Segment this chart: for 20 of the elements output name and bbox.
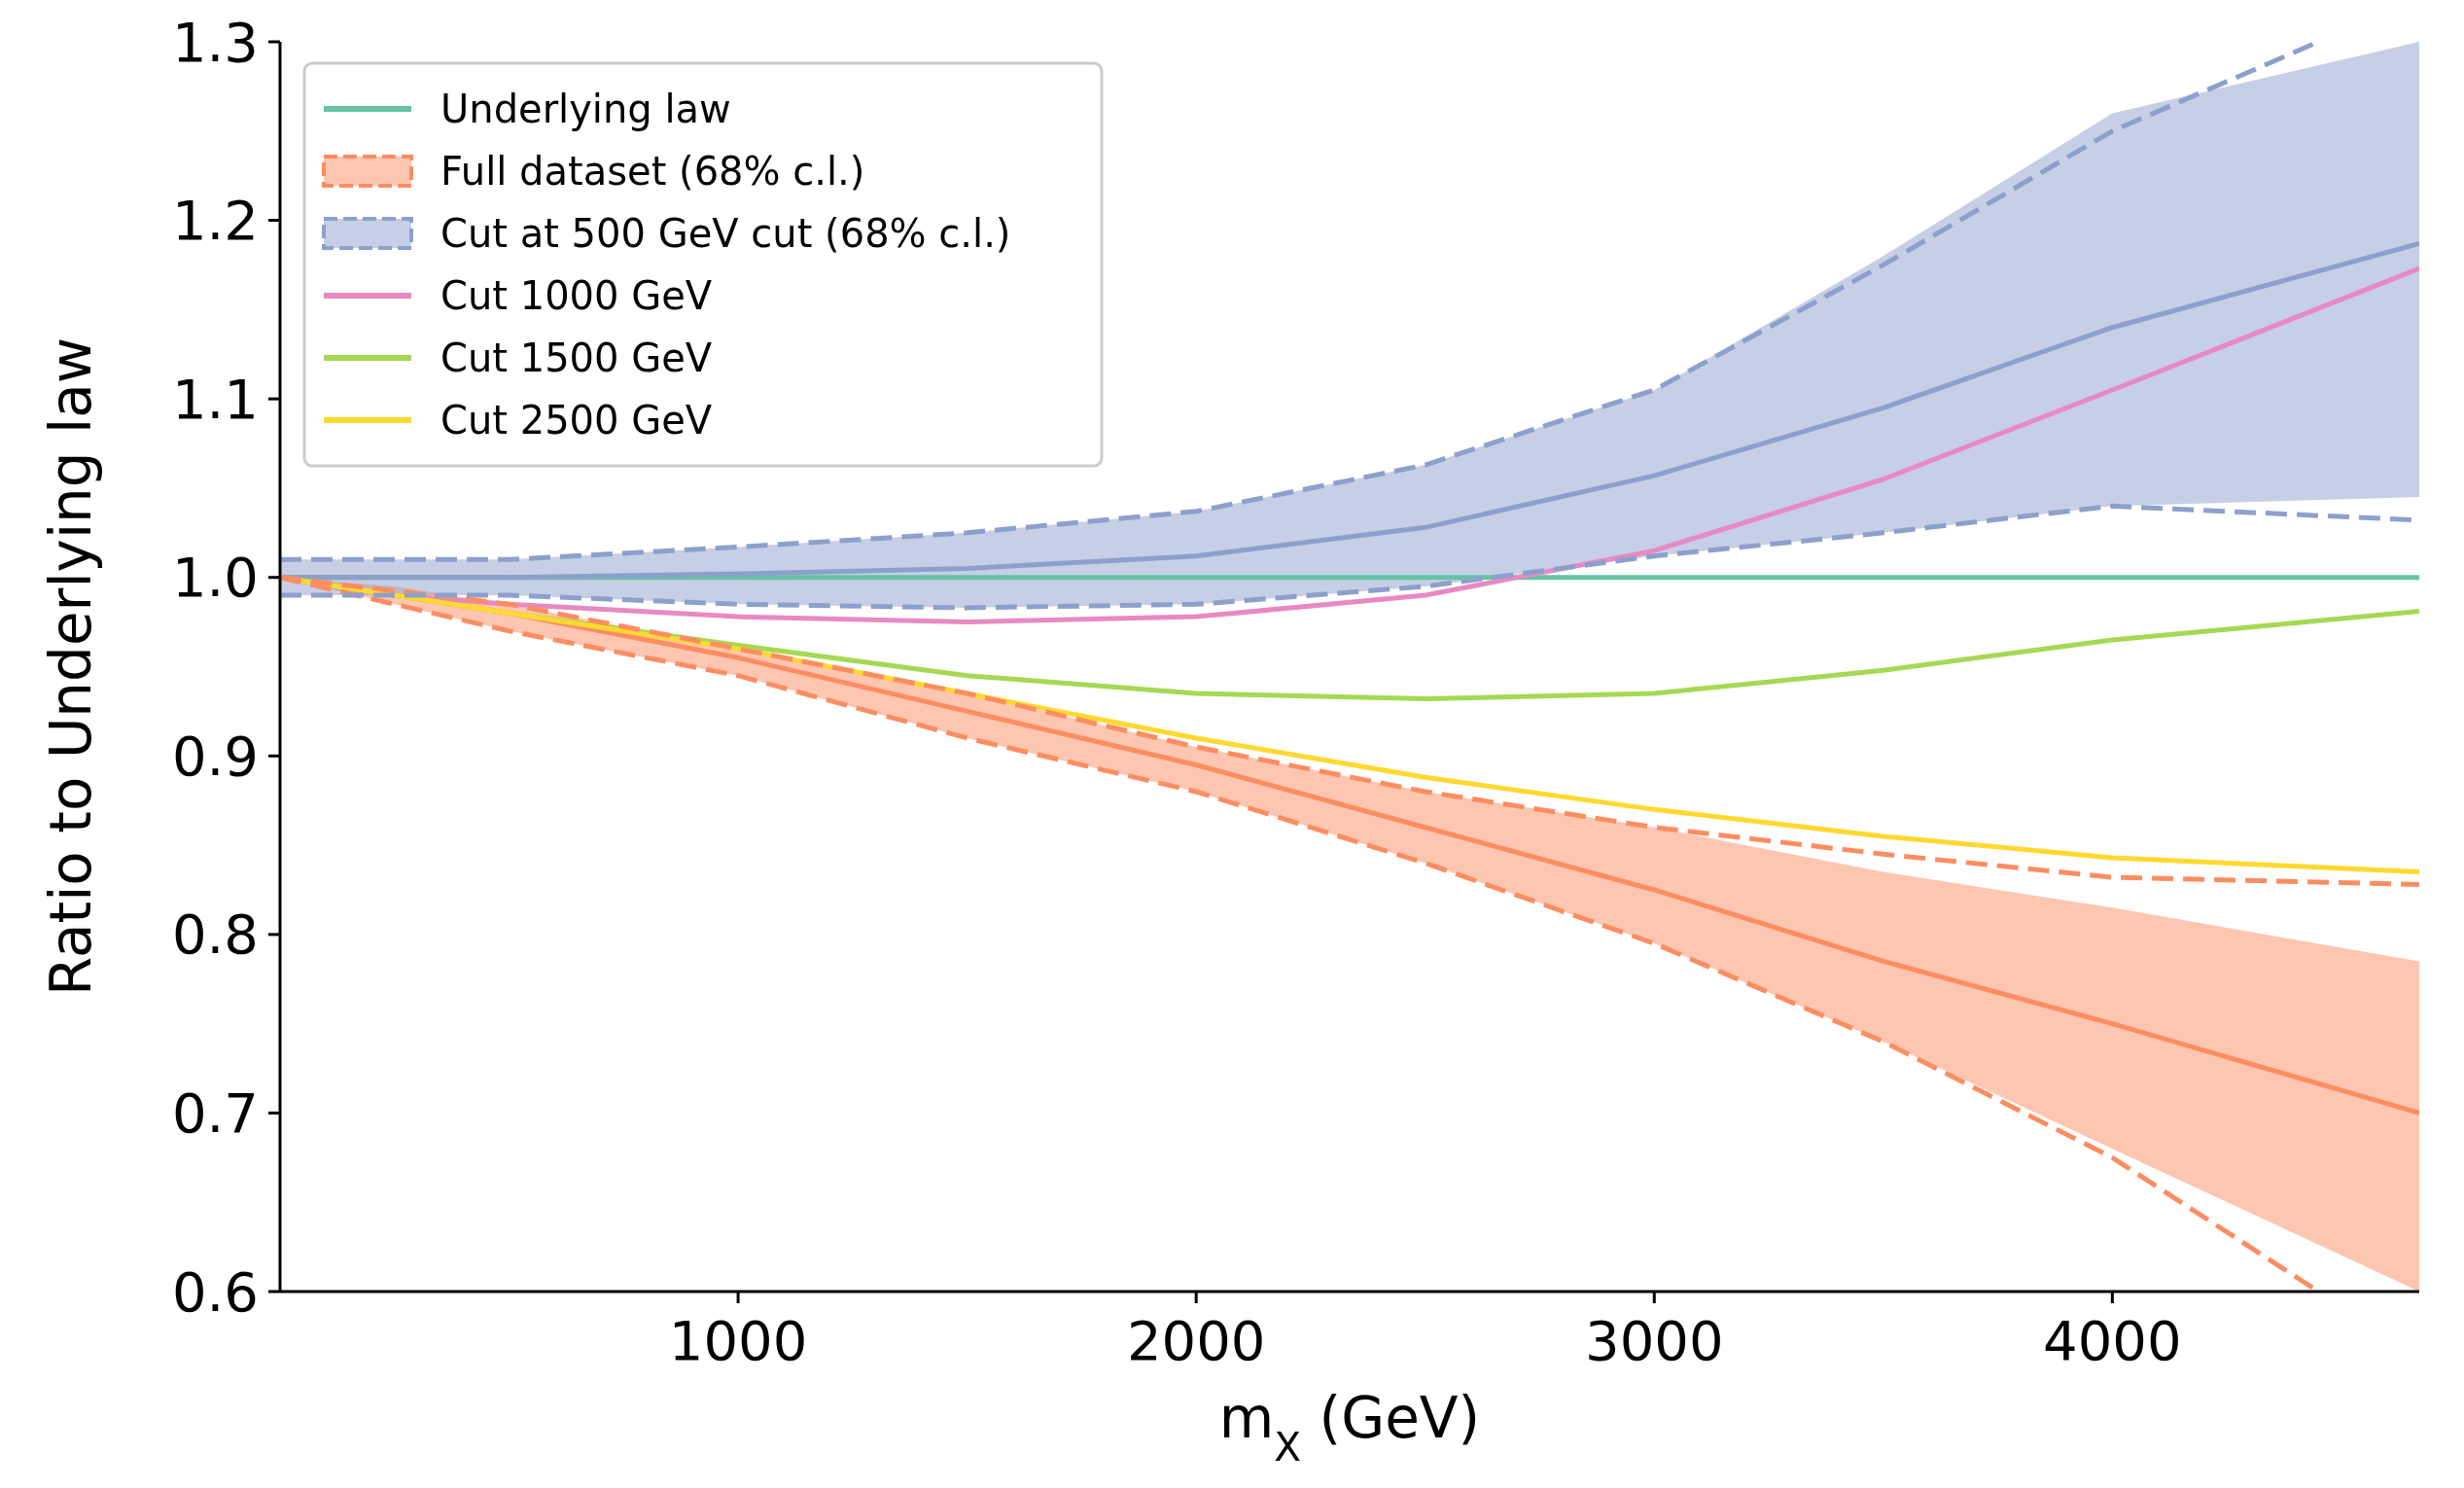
legend-label: Cut at 500 GeV cut (68% c.l.) xyxy=(440,211,1011,256)
x-tick-label: 1000 xyxy=(668,1309,808,1372)
y-tick-label: 1.0 xyxy=(171,546,259,610)
x-tick-label: 3000 xyxy=(1585,1309,1724,1372)
y-tick-label: 0.7 xyxy=(171,1081,259,1146)
x-tick-label: 2000 xyxy=(1126,1309,1266,1372)
x-axis-title: m$_{X}$ (GeV) xyxy=(1218,1385,1481,1470)
x-tick-label: 4000 xyxy=(2043,1309,2182,1372)
legend-label: Underlying law xyxy=(440,87,731,131)
y-tick-label: 1.2 xyxy=(171,189,259,253)
y-tick-label: 0.8 xyxy=(171,903,259,967)
y-axis-title: Ratio to Underlying law xyxy=(38,337,104,997)
legend-label: Full dataset (68% c.l.) xyxy=(440,149,865,194)
legend-label: Cut 2500 GeV xyxy=(440,398,713,443)
y-tick-label: 0.9 xyxy=(171,724,259,788)
legend-label: Cut 1500 GeV xyxy=(440,336,713,380)
legend-label: Cut 1000 GeV xyxy=(440,273,713,318)
y-tick-label: 1.3 xyxy=(171,10,259,74)
y-tick-label: 1.1 xyxy=(171,367,259,431)
y-tick-label: 0.6 xyxy=(171,1259,259,1324)
